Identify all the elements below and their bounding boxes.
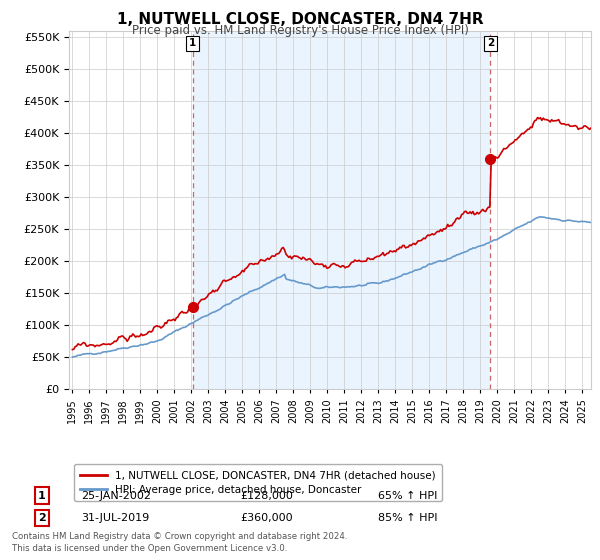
Text: £360,000: £360,000 — [240, 513, 293, 523]
Text: 85% ↑ HPI: 85% ↑ HPI — [378, 513, 437, 523]
Text: 2: 2 — [38, 513, 46, 523]
Text: 65% ↑ HPI: 65% ↑ HPI — [378, 491, 437, 501]
Text: 1, NUTWELL CLOSE, DONCASTER, DN4 7HR: 1, NUTWELL CLOSE, DONCASTER, DN4 7HR — [116, 12, 484, 27]
Bar — [193, 31, 490, 389]
Text: 2: 2 — [487, 39, 494, 49]
Text: Contains HM Land Registry data © Crown copyright and database right 2024.
This d: Contains HM Land Registry data © Crown c… — [12, 533, 347, 553]
Text: 1: 1 — [189, 39, 196, 49]
Legend: 1, NUTWELL CLOSE, DONCASTER, DN4 7HR (detached house), HPI: Average price, detac: 1, NUTWELL CLOSE, DONCASTER, DN4 7HR (de… — [74, 464, 442, 501]
Text: £128,000: £128,000 — [240, 491, 293, 501]
Text: Price paid vs. HM Land Registry's House Price Index (HPI): Price paid vs. HM Land Registry's House … — [131, 24, 469, 37]
Text: 25-JAN-2002: 25-JAN-2002 — [81, 491, 151, 501]
Text: 31-JUL-2019: 31-JUL-2019 — [81, 513, 149, 523]
Text: 1: 1 — [38, 491, 46, 501]
